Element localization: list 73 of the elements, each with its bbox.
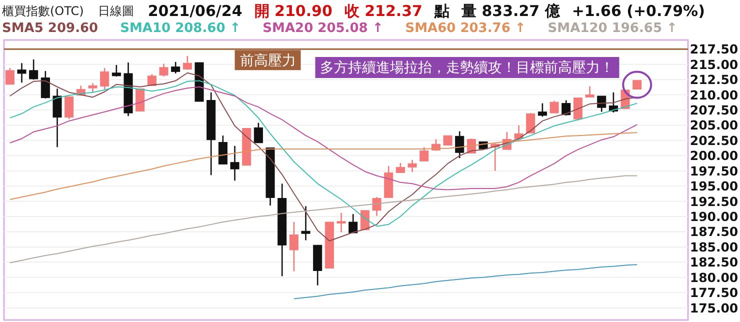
candlestick: [538, 102, 547, 118]
y-tick-label: 190.00: [690, 209, 738, 224]
candlestick: [455, 130, 464, 159]
y-tick-label: 205.00: [690, 118, 738, 133]
candlestick: [301, 206, 310, 241]
candlestick: [100, 67, 110, 90]
text: 點: [434, 2, 450, 20]
y-tick-label: 215.00: [690, 56, 738, 72]
candlestick: [550, 100, 559, 114]
text: SMA5 209.60: [2, 21, 98, 36]
text: 收 212.37: [344, 2, 422, 20]
y-tick-label: 207.50: [690, 102, 738, 118]
y-tick-label: 210.00: [690, 87, 738, 102]
candlestick: [254, 122, 263, 144]
candlestick: [597, 95, 606, 112]
y-tick-label: 175.00: [690, 300, 738, 316]
y-tick-label: 195.00: [690, 178, 738, 194]
candlestick: [348, 213, 358, 234]
candlestick: [218, 134, 228, 165]
candlestick: [29, 58, 38, 80]
candlestick: [408, 159, 417, 173]
candlestick: [420, 146, 429, 162]
line-series: [293, 264, 638, 300]
line-series: [9, 132, 638, 200]
y-tick-label: 187.50: [690, 224, 738, 240]
candlestick: [573, 97, 582, 121]
y-tick-label: 200.00: [690, 148, 738, 164]
y-tick-label: 192.50: [690, 194, 738, 209]
y-tick-label: 177.50: [690, 285, 738, 300]
candlestick: [336, 212, 346, 233]
candlestick: [230, 145, 240, 182]
candlestick: [147, 73, 156, 86]
candlestick: [52, 88, 62, 148]
candlestick: [88, 82, 98, 93]
candlestick: [182, 55, 192, 70]
text: 2021/06/24: [148, 2, 242, 20]
y-tick-label: 217.50: [690, 42, 738, 57]
candlestick: [514, 124, 524, 140]
y-tick-label: 212.50: [690, 72, 738, 88]
text: SMA10 208.60 ↑: [120, 21, 241, 36]
ref-line-label: 前高壓力: [240, 53, 296, 70]
y-tick-label: 197.50: [690, 163, 738, 178]
candlestick: [443, 134, 452, 146]
candlestick: [159, 63, 168, 78]
text: SMA60 203.76 ↑: [405, 21, 526, 36]
candlestick: [526, 112, 536, 134]
candlestick: [585, 86, 594, 98]
chart-title: 櫃買指數(OTC): [2, 4, 84, 18]
annotation: 多方持續進場拉抬，走勢續攻！目標前高壓力！: [320, 60, 614, 76]
y-tick-label: 185.00: [690, 239, 738, 254]
y-tick-label: 182.50: [690, 254, 738, 270]
candlestick: [372, 196, 382, 217]
y-tick-label: 180.00: [690, 270, 738, 285]
candlestick: [17, 62, 26, 84]
candlestick: [40, 70, 50, 100]
line-series: [9, 86, 638, 190]
candlestick: [171, 61, 180, 74]
text: 量 833.27 億: [460, 2, 561, 20]
candlestick: [112, 64, 121, 78]
candlestick: [64, 96, 74, 120]
y-tick-label: 202.50: [690, 132, 738, 148]
text: SMA120 196.65 ↑: [548, 21, 678, 36]
candlestick: [289, 221, 298, 272]
candlestick: [632, 80, 642, 90]
candlestick: [396, 162, 405, 174]
chart-subtitle: 日線圖: [98, 4, 134, 18]
text: +1.66 (+0.79%): [572, 2, 705, 20]
line-series: [9, 175, 638, 264]
candlestick: [562, 100, 571, 116]
candlestick: [136, 88, 145, 112]
text: 開 210.90: [254, 2, 332, 20]
candlestick: [5, 67, 14, 86]
text: SMA20 205.08 ↑: [262, 21, 384, 36]
